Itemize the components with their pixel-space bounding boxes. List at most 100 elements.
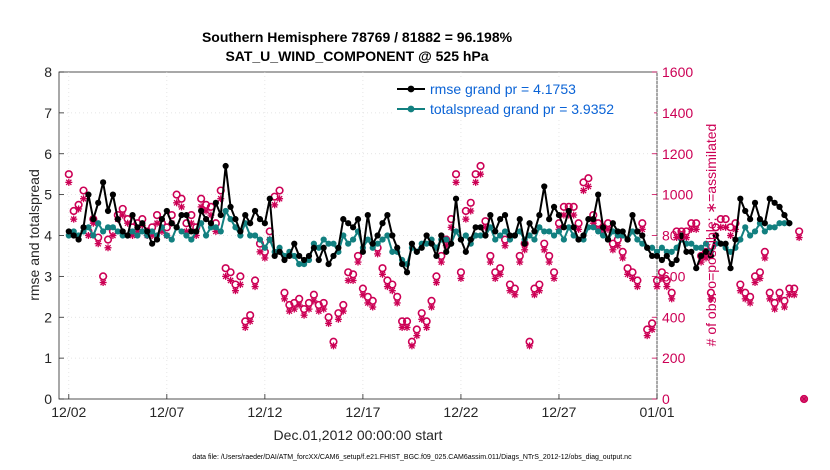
totalspread-point [590, 224, 597, 231]
rmse-point [149, 240, 156, 247]
asterisk-stroke [296, 301, 303, 309]
obs-assimilated-marker [423, 323, 431, 331]
obs-assimilated-marker [619, 254, 627, 262]
asterisk-stroke [109, 232, 116, 239]
asterisk-stroke [340, 308, 347, 315]
obs-assimilated-marker [109, 232, 117, 239]
totalspread-point [389, 248, 396, 255]
obs-assimilated-marker [501, 242, 509, 250]
rmse-point [168, 220, 175, 227]
obs-assimilated-marker [477, 170, 485, 178]
rmse-point [222, 162, 229, 170]
obs-assimilated-marker [452, 178, 460, 186]
totalspread-point [364, 236, 371, 243]
obs-assimilated-marker [261, 254, 269, 262]
axis-ticks: 0 1 2 3 4 5 6 7 8 0 200 400 600 800 1000 1200 1400 1600 12… [44, 64, 693, 420]
asterisk-stroke [756, 275, 763, 282]
asterisk-stroke [364, 299, 371, 307]
rmse-point [663, 252, 670, 260]
rmse-point [384, 211, 391, 219]
rmse-point [291, 240, 298, 247]
asterisk-stroke [658, 275, 665, 282]
obs-assimilated-marker [379, 270, 387, 278]
obs-possible-marker [344, 268, 353, 277]
obs-assimilated-marker [222, 272, 230, 280]
obs-assimilated-marker [467, 207, 475, 215]
totalspread-point [222, 207, 229, 215]
rmse-point [330, 252, 337, 260]
asterisk-stroke [526, 342, 533, 349]
asterisk-stroke [95, 240, 102, 247]
totalspread-point [639, 240, 646, 247]
obs-assimilated-marker [614, 242, 622, 250]
obs-possible-marker [275, 186, 284, 195]
rmse-point [609, 220, 616, 227]
asterisk-stroke [644, 332, 651, 339]
x-tick-label: 12/02 [51, 404, 86, 420]
obs-assimilated-marker [99, 279, 107, 287]
obs-possible-marker [760, 247, 769, 256]
y-left-tick-label: 3 [44, 268, 52, 284]
asterisk-stroke [433, 279, 440, 286]
obs-possible-marker [152, 210, 162, 220]
rmse-point [492, 228, 499, 235]
rmse-point [668, 261, 675, 268]
asterisk-stroke [119, 212, 126, 219]
totalspread-point [546, 228, 553, 235]
rmse-point [653, 252, 661, 260]
asterisk-stroke [104, 244, 112, 251]
obs-assimilated-marker [70, 215, 78, 223]
asterisk-stroke [394, 299, 401, 307]
rmse-point [786, 220, 793, 227]
obs-assimilated-marker [609, 246, 617, 254]
asterisk-stroke [761, 254, 768, 262]
legend-rmse-marker [407, 85, 415, 93]
obs-possible-marker [775, 288, 784, 297]
obs-assimilated-marker [491, 274, 499, 282]
obs-possible-marker [569, 202, 578, 211]
legend-spread-marker [407, 105, 415, 113]
asterisk-stroke [653, 283, 661, 290]
totalspread-point [379, 236, 386, 243]
asterisk-stroke [232, 287, 239, 294]
totalspread-point [693, 244, 700, 251]
obs-assimilated-marker [354, 258, 362, 266]
obs-assimilated-marker [761, 254, 769, 262]
totalspread-point [452, 228, 460, 235]
totalspread-point [550, 232, 558, 239]
obs-assimilated-marker [119, 211, 127, 219]
obs-assimilated-marker [658, 274, 666, 282]
rmse-point [276, 248, 283, 255]
x-tick-label: 12/22 [443, 404, 478, 420]
asterisk-stroke [359, 291, 366, 298]
asterisk-stroke [501, 242, 509, 249]
obs-assimilated-marker [741, 295, 749, 303]
asterisk-stroke [560, 212, 567, 219]
obs-assimilated-marker [413, 332, 421, 340]
rmse-point [207, 220, 215, 227]
totalspread-point [761, 228, 768, 235]
asterisk-stroke [413, 332, 420, 339]
legend-box [392, 80, 654, 120]
asterisk-stroke [614, 242, 621, 249]
obs-assimilated-marker [766, 295, 774, 303]
asterisk-stroke [477, 171, 484, 178]
totalspread-point [599, 232, 607, 239]
rmse-point [781, 211, 788, 219]
rmse-point [560, 224, 567, 231]
obs-possible-marker [755, 268, 765, 277]
y-left-tick-label: 0 [44, 391, 52, 407]
rmse-line [68, 165, 791, 274]
rmse-point [595, 191, 602, 198]
rmse-point [658, 256, 666, 264]
asterisk-stroke [634, 283, 641, 290]
totalspread-point [212, 224, 219, 231]
rmse-point [158, 216, 166, 223]
obs-assimilated-marker [418, 315, 426, 323]
rmse-point [325, 261, 332, 268]
totalspread-point [462, 232, 469, 239]
obs-assimilated-marker [648, 326, 656, 334]
rmse-point [648, 252, 656, 260]
rmse-point [526, 220, 533, 227]
asterisk-stroke [310, 297, 317, 304]
